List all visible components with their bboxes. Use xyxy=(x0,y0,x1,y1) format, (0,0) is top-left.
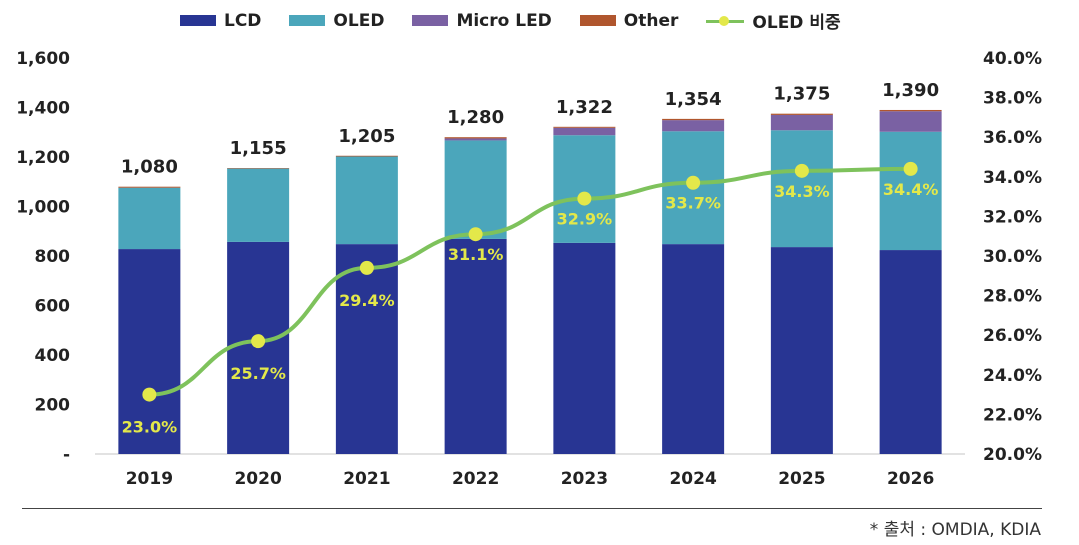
x-tick-label: 2019 xyxy=(126,469,173,489)
bar-segment-micro-led xyxy=(444,138,507,141)
bar-total-label: 1,322 xyxy=(556,97,613,118)
bar-segment-oled xyxy=(444,140,507,239)
bar-segment-other xyxy=(879,109,942,112)
y-tick-label: 1,600 xyxy=(16,49,70,69)
x-tick-label: 2025 xyxy=(778,469,825,489)
bar-segment-micro-led xyxy=(662,120,725,132)
y2-tick-label: 30.0% xyxy=(983,247,1042,267)
x-tick-label: 2021 xyxy=(343,469,390,489)
bar-segment-other xyxy=(444,137,507,139)
legend-label: Other xyxy=(623,10,679,31)
bar-segment-oled xyxy=(335,156,398,245)
source-note: * 출처 : OMDIA, KDIA xyxy=(869,520,1041,540)
y2-tick-label: 34.0% xyxy=(983,168,1042,188)
oled-share-marker xyxy=(903,161,918,176)
bar-segment-lcd xyxy=(553,242,616,454)
legend-item-other: Other xyxy=(579,10,679,31)
legend-item-oled-share: OLED 비중 xyxy=(706,8,841,33)
bar-segment-oled xyxy=(553,135,616,243)
bar-segment-lcd xyxy=(770,247,833,454)
chart: - 200 400 600 800 1,000 1,200 1,400 1,600 20.0% 22… xyxy=(16,49,1042,489)
oled-share-label: 23.0% xyxy=(122,418,178,437)
bar-total-label: 1,205 xyxy=(338,126,395,147)
legend-swatch-lcd xyxy=(180,15,216,26)
bar-total-label: 1,155 xyxy=(230,138,287,159)
x-tick-label: 2026 xyxy=(887,469,934,489)
y-tick-label: 1,400 xyxy=(16,99,70,119)
oled-share-marker xyxy=(359,260,374,275)
y2-tick-label: 40.0% xyxy=(983,49,1042,69)
legend-label: LCD xyxy=(224,10,262,31)
oled-share-marker xyxy=(142,387,157,402)
bar-segment-oled xyxy=(879,131,942,251)
bar-segment-other xyxy=(227,168,290,169)
bar-segment-oled xyxy=(770,130,833,248)
y-tick-label: 600 xyxy=(35,297,71,317)
bar-segment-micro-led xyxy=(770,114,833,131)
y2-tick-label: 36.0% xyxy=(983,128,1042,148)
oled-share-label: 32.9% xyxy=(557,210,613,229)
bar-segment-other xyxy=(553,126,616,128)
bar-segment-other xyxy=(662,118,725,121)
bar-segment-other xyxy=(335,155,398,157)
bar-total-label: 1,375 xyxy=(773,84,830,105)
y-tick-label: - xyxy=(63,445,70,465)
oled-share-marker xyxy=(251,334,266,349)
y-tick-label: 800 xyxy=(35,247,71,267)
y-tick-label: 1,200 xyxy=(16,148,70,168)
bar-segment-micro-led xyxy=(879,111,942,132)
bar-segment-oled xyxy=(118,187,181,250)
oled-share-marker xyxy=(686,175,701,190)
legend-swatch-oled xyxy=(289,15,326,26)
bar-total-label: 1,354 xyxy=(665,89,722,110)
x-tick-label: 2024 xyxy=(669,469,716,489)
legend-swatch-micro-led xyxy=(412,15,449,26)
legend: LCD OLED Micro LED Other OLED 비중 xyxy=(180,8,841,33)
bar-total-label: 1,390 xyxy=(882,80,939,101)
oled-share-label: 25.7% xyxy=(230,364,286,383)
bar-segment-lcd xyxy=(444,238,507,454)
y2-tick-label: 22.0% xyxy=(983,405,1042,425)
bar-segment-lcd xyxy=(118,249,181,454)
legend-swatch-other xyxy=(579,15,616,26)
y2-tick-label: 26.0% xyxy=(983,326,1042,346)
y-tick-label: 1,000 xyxy=(16,198,70,218)
oled-share-label: 31.1% xyxy=(448,245,504,264)
y2-tick-label: 28.0% xyxy=(983,287,1042,307)
x-tick-label: 2023 xyxy=(561,469,608,489)
legend-item-lcd: LCD xyxy=(180,11,261,31)
y2-tick-label: 32.0% xyxy=(983,207,1042,227)
bar-segment-other xyxy=(118,186,181,188)
bar-total-label: 1,080 xyxy=(121,157,178,178)
oled-share-marker xyxy=(468,227,483,242)
x-tick-label: 2022 xyxy=(452,469,499,489)
legend-item-micro-led: Micro LED xyxy=(412,10,552,31)
oled-share-line xyxy=(149,166,911,397)
oled-share-label: 34.3% xyxy=(774,182,830,201)
oled-share-label: 29.4% xyxy=(339,291,395,310)
y-tick-label: 400 xyxy=(35,346,71,366)
bar-segment-lcd xyxy=(662,244,725,454)
legend-label: Micro LED xyxy=(456,10,552,31)
oled-share-marker xyxy=(794,163,809,178)
oled-share-label: 33.7% xyxy=(665,194,721,213)
x-tick-label: 2020 xyxy=(234,469,281,489)
bar-segment-lcd xyxy=(335,244,398,454)
legend-item-oled: OLED xyxy=(289,11,384,31)
legend-label: OLED 비중 xyxy=(752,13,841,33)
legend-swatch-line xyxy=(706,14,745,28)
bar-segment-oled xyxy=(227,168,290,242)
bar-segment-micro-led xyxy=(553,127,616,136)
bar-total-label: 1,280 xyxy=(447,107,504,128)
oled-share-label: 34.4% xyxy=(883,180,939,199)
y2-tick-label: 24.0% xyxy=(983,366,1042,386)
divider xyxy=(22,508,1042,509)
oled-share-marker xyxy=(577,191,592,206)
bar-segment-lcd xyxy=(879,250,942,454)
y-tick-label: 200 xyxy=(35,396,71,416)
bar-segment-other xyxy=(770,113,833,115)
legend-label: OLED xyxy=(333,10,385,31)
y2-tick-label: 38.0% xyxy=(983,89,1042,109)
y2-tick-label: 20.0% xyxy=(983,445,1042,465)
